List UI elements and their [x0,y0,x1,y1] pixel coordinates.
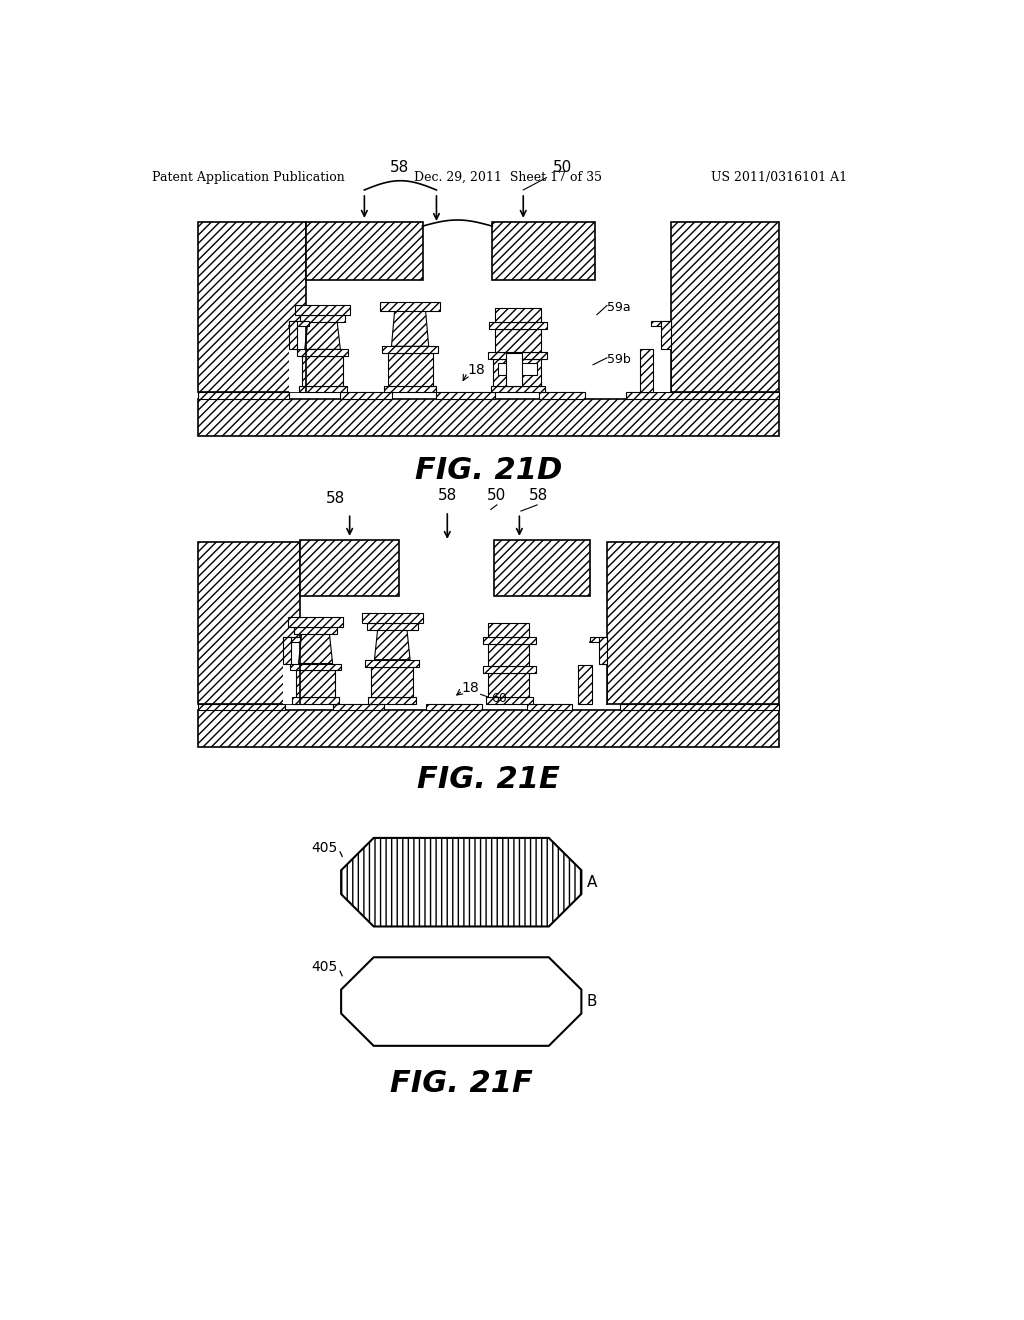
Bar [300,314,345,322]
Bar [626,392,779,399]
Text: 59a: 59a [607,301,631,314]
Bar [306,222,423,280]
Bar [283,636,300,642]
Bar [289,321,308,326]
Bar [283,636,291,664]
Bar [607,543,779,704]
Bar [506,354,521,385]
Bar [495,329,541,351]
Bar [289,321,297,348]
Text: 59b: 59b [607,352,631,366]
Text: 405: 405 [311,960,337,974]
Bar [488,644,528,665]
Bar [490,385,545,392]
Bar [198,710,779,747]
Bar [300,540,399,595]
Bar [295,305,349,314]
Text: 60: 60 [490,693,507,705]
Bar [493,222,595,280]
Bar [653,326,671,392]
Bar [198,222,306,392]
Bar [382,346,438,354]
Bar [198,704,285,710]
Bar [362,614,423,623]
Text: 405: 405 [311,841,337,854]
Text: 18: 18 [467,363,485,378]
Text: Patent Application Publication: Patent Application Publication [152,172,344,185]
Bar [483,638,536,644]
Bar [369,697,417,704]
Bar [384,385,436,392]
Bar [289,326,306,392]
Bar [334,704,384,710]
Text: FIG. 21E: FIG. 21E [417,766,560,795]
Bar [367,623,418,631]
Bar [426,704,482,710]
Bar [489,322,547,329]
Text: 58: 58 [437,488,457,503]
Bar [651,321,671,326]
Text: A: A [587,875,597,890]
Bar [366,660,420,667]
Bar [495,308,541,322]
Polygon shape [299,635,333,664]
Text: 58: 58 [529,488,549,503]
Bar [294,627,337,635]
Bar [290,664,341,671]
Bar [340,392,392,399]
Bar [590,636,607,642]
Bar [283,642,300,704]
Bar [297,350,348,356]
Bar [371,667,414,697]
Text: 18: 18 [461,681,479,696]
Bar [198,392,289,399]
Bar [671,222,779,392]
Bar [488,623,528,638]
Bar [590,642,607,704]
Bar [289,618,343,627]
Bar [640,350,653,392]
Bar [579,665,592,704]
Bar [483,665,536,673]
Bar [539,392,586,399]
Bar [198,543,300,704]
Text: 50: 50 [487,488,507,503]
Bar [494,540,590,595]
Bar [299,385,346,392]
Text: FIG. 21D: FIG. 21D [415,455,562,484]
Polygon shape [391,312,429,346]
Text: B: B [587,994,597,1008]
Text: Dec. 29, 2011  Sheet 17 of 35: Dec. 29, 2011 Sheet 17 of 35 [414,172,602,185]
Bar [599,636,607,664]
Bar [198,399,779,436]
Bar [527,704,572,710]
Text: US 2011/0316101 A1: US 2011/0316101 A1 [711,172,847,185]
Text: 58: 58 [326,491,345,506]
Text: 50: 50 [552,160,571,174]
Bar [662,321,671,348]
Text: FIG. 21F: FIG. 21F [390,1069,532,1098]
Bar [292,697,339,704]
Bar [488,673,528,697]
Polygon shape [305,322,340,350]
Bar [302,356,343,385]
Bar [436,392,495,399]
Polygon shape [375,631,410,660]
Bar [380,302,440,312]
Bar [296,671,335,697]
Text: 58: 58 [389,160,409,174]
Bar [388,354,432,385]
Bar [493,359,541,385]
Bar [488,351,547,359]
Bar [621,704,779,710]
Polygon shape [341,838,582,927]
Polygon shape [341,957,582,1045]
Bar [486,697,532,704]
Bar [499,363,538,375]
